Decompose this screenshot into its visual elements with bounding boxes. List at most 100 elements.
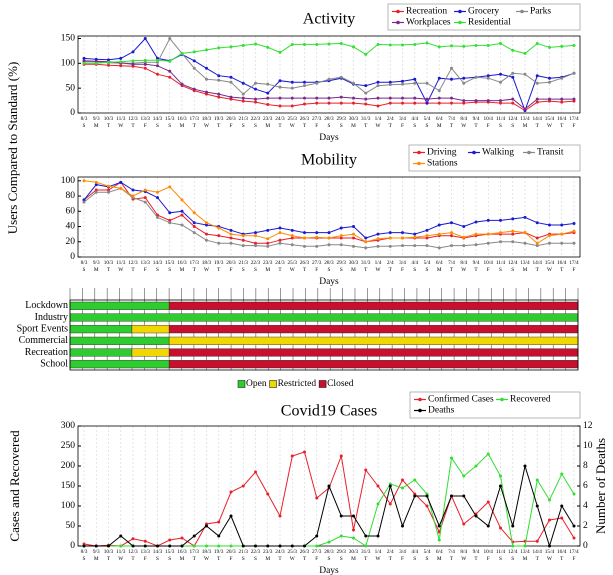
point <box>290 80 294 84</box>
point <box>254 87 257 91</box>
legend-swatch <box>269 380 277 388</box>
x-tick-label: 21/3 <box>239 116 249 122</box>
point <box>462 76 466 80</box>
point <box>180 209 184 213</box>
weekday-label: T <box>193 556 197 562</box>
point <box>82 200 86 204</box>
weekday-label: F <box>401 267 404 273</box>
legend-label: Stations <box>427 159 458 169</box>
x-tick-label: 15/4 <box>545 549 555 555</box>
x-tick-label: 15/4 <box>545 260 555 266</box>
weekday-label: S <box>168 267 171 273</box>
x-tick-label: 25/3 <box>288 116 298 122</box>
point <box>82 179 86 183</box>
weekday-label: S <box>254 123 257 129</box>
point <box>499 218 502 222</box>
y2-tick-label: 0 <box>583 541 588 551</box>
point <box>266 492 270 496</box>
x-tick-label: 30/3 <box>349 116 359 122</box>
weekday-label: T <box>131 123 135 129</box>
weekday-label: S <box>83 267 86 273</box>
weekday-label: F <box>315 556 318 562</box>
weekday-label: S <box>328 123 331 129</box>
x-tick-label: 15/4 <box>545 116 555 122</box>
point <box>217 92 221 96</box>
point <box>156 196 159 200</box>
x-tick-label: 14/4 <box>533 260 543 266</box>
point <box>364 97 368 101</box>
weekday-label: F <box>230 267 233 273</box>
point <box>401 101 404 105</box>
point <box>339 243 343 247</box>
point <box>266 96 270 100</box>
point <box>107 544 110 548</box>
point <box>180 82 184 86</box>
point <box>437 223 441 227</box>
y2-tick-label: 8 <box>583 461 588 471</box>
y2-tick-label: 12 <box>583 421 593 431</box>
weekday-label: T <box>278 123 282 129</box>
x-tick-label: 23/3 <box>263 116 273 122</box>
point <box>192 534 196 538</box>
point <box>229 228 233 232</box>
point <box>535 221 539 225</box>
legend-label: Restricted <box>278 379 317 389</box>
point <box>315 101 319 105</box>
x-tick-label: 13/4 <box>520 116 530 122</box>
legend-swatch <box>237 380 246 388</box>
point <box>217 74 221 78</box>
point <box>278 79 282 83</box>
point <box>437 538 441 542</box>
x-tick-label: 12/3 <box>128 260 138 266</box>
point <box>511 75 515 79</box>
point <box>254 241 257 245</box>
x-tick-label: 5/4 <box>424 260 431 266</box>
weekday-label: S <box>511 267 514 273</box>
point <box>217 46 221 50</box>
legend-label: Residential <box>468 18 511 28</box>
weekday-label: M <box>180 267 185 273</box>
point <box>486 452 490 456</box>
legend-marker <box>458 9 462 14</box>
point <box>143 544 147 548</box>
point <box>474 464 478 468</box>
point <box>462 474 466 478</box>
point <box>82 61 86 65</box>
point <box>499 474 502 478</box>
point <box>499 240 502 244</box>
point <box>425 244 429 248</box>
point <box>107 60 110 64</box>
point <box>266 45 270 49</box>
point <box>205 66 208 70</box>
point <box>82 198 86 202</box>
weekday-label: M <box>94 123 99 129</box>
point <box>352 81 355 85</box>
x-tick-label: 13/3 <box>141 116 151 122</box>
point <box>401 43 404 47</box>
x-tick-label: 6/4 <box>436 116 443 122</box>
legend-marker <box>417 150 421 155</box>
weekday-label: W <box>118 556 123 562</box>
point <box>254 97 257 101</box>
y-tick-label: 0 <box>70 252 75 262</box>
weekday-label: T <box>389 556 393 562</box>
x-tick-label: 9/4 <box>473 260 480 266</box>
point <box>523 241 527 245</box>
weekday-label: S <box>254 267 257 273</box>
point <box>560 472 564 476</box>
point <box>388 43 392 47</box>
y-tick-label: 200 <box>61 461 76 471</box>
point <box>241 244 245 248</box>
x-tick-label: 4/4 <box>411 260 418 266</box>
x-tick-label: 9/3 <box>93 549 100 555</box>
point <box>523 51 527 55</box>
point <box>523 464 527 468</box>
weekday-label: W <box>118 267 123 273</box>
point <box>388 484 392 488</box>
status-segment <box>69 313 579 322</box>
point <box>388 101 392 105</box>
point <box>486 99 490 103</box>
x-tick-label: 21/3 <box>239 260 249 266</box>
x-tick-label: 27/3 <box>312 260 322 266</box>
